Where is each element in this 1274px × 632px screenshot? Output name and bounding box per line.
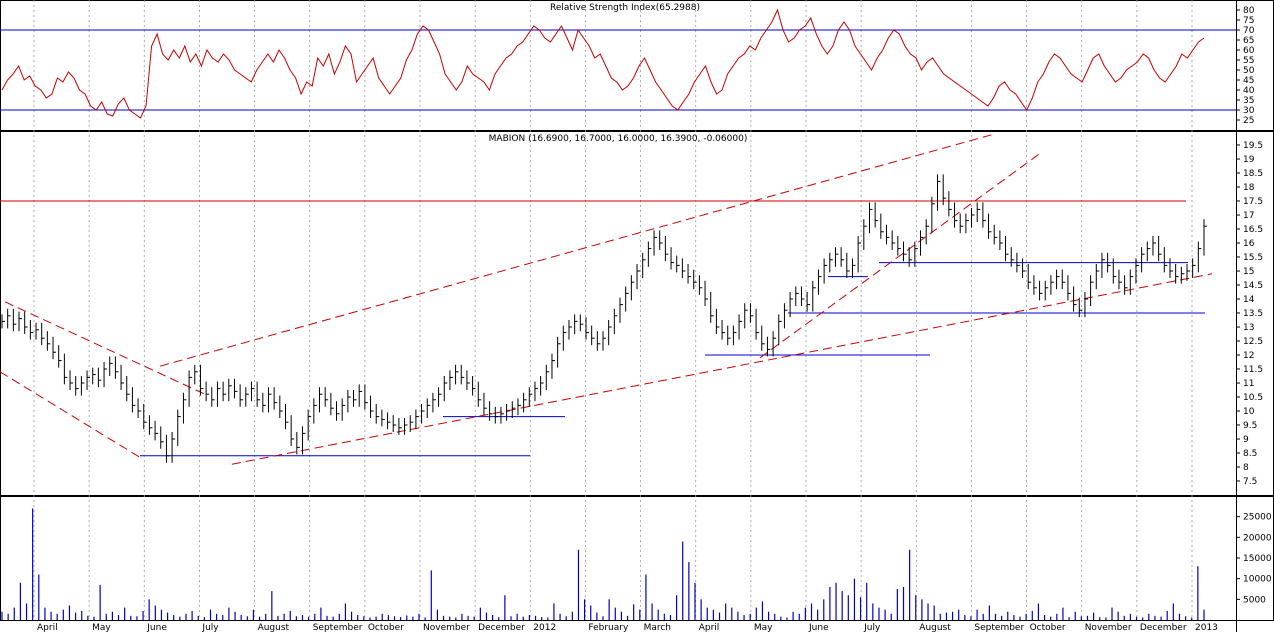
rsi-series-line [1, 8, 1205, 119]
month-label-0: April [37, 623, 58, 632]
month-label-16: August [919, 623, 951, 632]
ytick-label-1-17: 16 [1243, 239, 1255, 249]
month-label-9: 2012 [533, 623, 556, 632]
ytick-label-1-14: 14.5 [1243, 281, 1263, 291]
month-label-3: July [201, 623, 219, 632]
month-label-18: October [1030, 623, 1066, 632]
trendline-1 [4, 301, 206, 395]
month-label-1: May [92, 623, 111, 632]
ytick-label-1-0: 7.5 [1243, 477, 1257, 487]
ytick-label-0-0: 25 [1243, 116, 1254, 126]
month-label-20: December [1140, 623, 1187, 632]
month-label-17: September [974, 623, 1024, 632]
ytick-label-0-9: 70 [1243, 26, 1255, 36]
rsi-title: Relative Strength Index(65.2988) [550, 3, 700, 13]
ytick-label-1-4: 9.5 [1243, 421, 1257, 431]
trendline-3 [231, 273, 1213, 465]
ytick-label-1-1: 8 [1243, 463, 1249, 473]
ytick-label-1-19: 17 [1243, 211, 1254, 221]
month-label-11: March [644, 623, 671, 632]
trendline-4 [759, 152, 1041, 359]
month-label-4: August [258, 623, 290, 632]
ytick-label-1-22: 18.5 [1243, 169, 1263, 179]
ytick-label-1-24: 19.5 [1243, 141, 1263, 151]
ytick-label-0-1: 30 [1243, 106, 1255, 116]
ytick-label-2-3: 20000 [1243, 533, 1272, 543]
ytick-label-0-3: 40 [1243, 86, 1255, 96]
month-label-19: November [1085, 623, 1132, 632]
ytick-label-0-10: 75 [1243, 16, 1254, 26]
month-label-15: July [863, 623, 881, 632]
ytick-label-2-2: 15000 [1243, 554, 1272, 564]
ytick-label-1-3: 9 [1243, 435, 1249, 445]
ytick-label-2-4: 25000 [1243, 513, 1272, 523]
ytick-label-0-2: 35 [1243, 96, 1254, 106]
ytick-label-1-13: 14 [1243, 295, 1255, 305]
trendline-2 [159, 133, 996, 367]
ytick-label-1-9: 12 [1243, 351, 1254, 361]
month-label-13: May [754, 623, 773, 632]
month-label-14: June [808, 623, 829, 632]
ytick-label-0-11: 80 [1243, 6, 1255, 16]
ytick-label-1-21: 18 [1243, 183, 1255, 193]
ytick-label-1-7: 11 [1243, 379, 1254, 389]
ytick-label-1-11: 13 [1243, 323, 1254, 333]
panel-frame-0 [0, 0, 1274, 131]
ytick-label-0-8: 65 [1243, 36, 1254, 46]
panel-frame-2 [0, 496, 1274, 621]
ytick-label-2-0: 5000 [1243, 595, 1266, 605]
month-label-12: April [699, 623, 720, 632]
ytick-label-1-16: 15.5 [1243, 253, 1263, 263]
month-label-7: November [423, 623, 470, 632]
ytick-label-0-7: 60 [1243, 46, 1255, 56]
ytick-label-1-20: 17.5 [1243, 197, 1263, 207]
month-label-10: February [588, 623, 629, 632]
ytick-label-2-1: 10000 [1243, 575, 1272, 585]
ytick-label-1-8: 11.5 [1243, 365, 1263, 375]
ytick-label-0-5: 50 [1243, 66, 1255, 76]
ytick-label-1-10: 12.5 [1243, 337, 1263, 347]
month-label-6: October [368, 623, 404, 632]
ytick-label-1-2: 8.5 [1243, 449, 1257, 459]
month-label-5: September [313, 623, 363, 632]
ytick-label-0-6: 55 [1243, 56, 1254, 66]
month-label-21: 2013 [1195, 623, 1218, 632]
ytick-label-1-15: 15 [1243, 267, 1254, 277]
ytick-label-1-6: 10.5 [1243, 393, 1263, 403]
ytick-label-1-23: 19 [1243, 155, 1255, 165]
ytick-label-0-4: 45 [1243, 76, 1254, 86]
ytick-label-1-18: 16.5 [1243, 225, 1263, 235]
ytick-label-1-12: 13.5 [1243, 309, 1263, 319]
month-label-8: December [478, 623, 525, 632]
price-title: MABION (16.6900, 16.7000, 16.0000, 16.39… [489, 134, 748, 144]
month-label-2: June [146, 623, 167, 632]
ytick-label-1-5: 10 [1243, 407, 1255, 417]
